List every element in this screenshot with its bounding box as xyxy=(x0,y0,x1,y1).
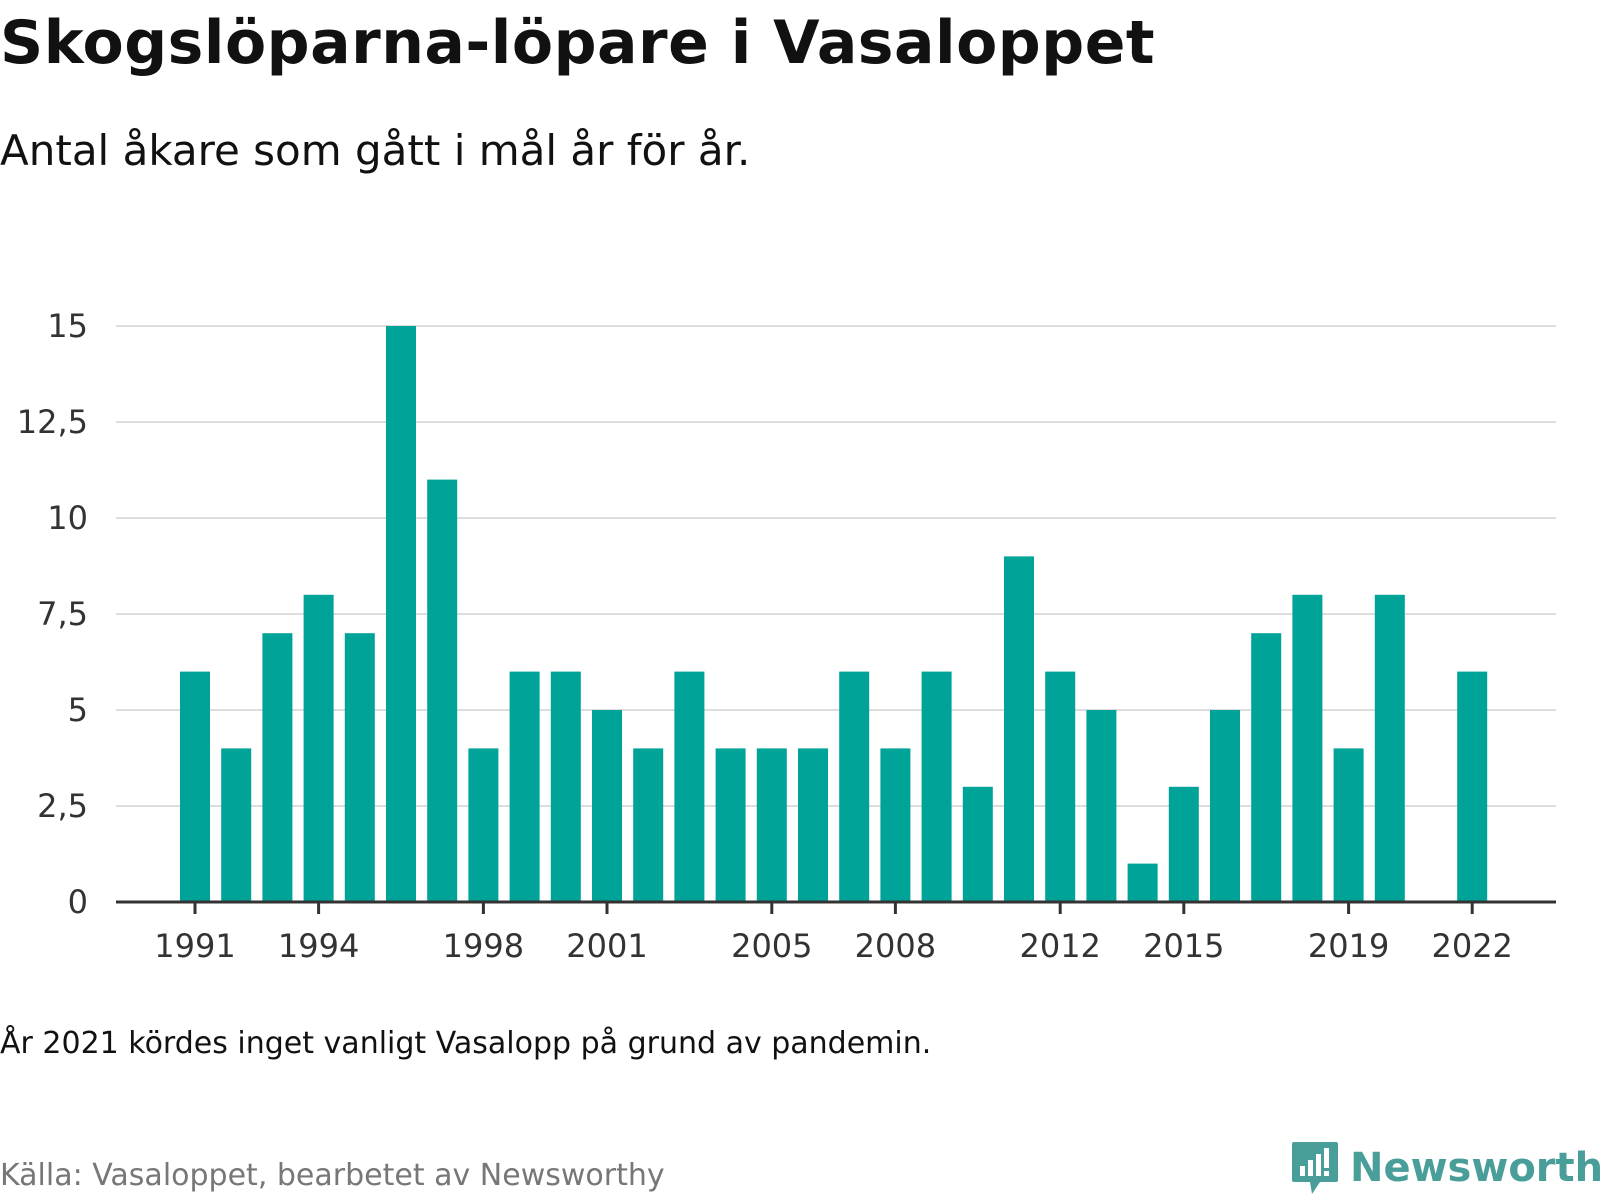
bar-1997 xyxy=(427,479,458,902)
bar-2012 xyxy=(1045,671,1076,902)
bar-1993 xyxy=(262,633,293,902)
x-tick-label: 2019 xyxy=(1308,927,1389,965)
bar-2001 xyxy=(592,710,622,902)
bar-1994 xyxy=(303,594,334,902)
bar-2013 xyxy=(1086,710,1117,902)
footnote: År 2021 kördes inget vanligt Vasalopp på… xyxy=(0,1026,932,1061)
x-tick-label: 1994 xyxy=(278,927,359,965)
x-tick-label: 2005 xyxy=(731,927,812,965)
x-tick-label: 2015 xyxy=(1143,927,1224,965)
x-tick-label: 1991 xyxy=(154,927,235,965)
x-axis-ticks: 1991 1994 1998 2001 2005 2008 2012 2015 2019 2022 xyxy=(154,902,1513,965)
x-tick-label: 2012 xyxy=(1019,927,1100,965)
y-tick-label: 12,5 xyxy=(17,403,88,441)
chart-title: Skogslöparna-löpare i Vasaloppet xyxy=(0,8,1156,78)
bar-2010 xyxy=(962,786,993,902)
newsworthy-logo-text: Newsworthy xyxy=(1350,1145,1600,1191)
bar-2009 xyxy=(921,671,952,902)
y-tick-label: 15 xyxy=(47,307,88,345)
chart-subtitle: Antal åkare som gått i mål år för år. xyxy=(0,126,751,175)
bar-2022 xyxy=(1457,671,1488,902)
bar-1998 xyxy=(468,748,499,902)
newsworthy-logo: Newsworthy xyxy=(1290,1140,1600,1196)
bar-2020 xyxy=(1374,594,1405,902)
y-tick-label: 7,5 xyxy=(37,595,88,633)
bar-1991 xyxy=(180,671,210,902)
bar-2011 xyxy=(1004,556,1034,902)
bar-chart: 0 2,5 5 7,5 10 12,5 15 1991 1994 1998 2001 2005 200… xyxy=(17,307,1556,965)
bar-2006 xyxy=(798,748,828,902)
bar-2008 xyxy=(880,748,911,902)
bar-2016 xyxy=(1210,710,1240,902)
x-tick-label: 2001 xyxy=(566,927,647,965)
x-tick-label: 2022 xyxy=(1431,927,1512,965)
bar-2002 xyxy=(633,748,664,902)
x-tick-label: 1998 xyxy=(443,927,524,965)
bar-2007 xyxy=(839,671,870,902)
y-tick-label: 10 xyxy=(47,499,88,537)
newsworthy-logo-icon xyxy=(1292,1142,1338,1194)
x-tick-label: 2008 xyxy=(855,927,936,965)
source-text: Källa: Vasaloppet, bearbetet av Newswort… xyxy=(0,1158,665,1193)
bar-2004 xyxy=(715,748,746,902)
bar-1995 xyxy=(344,633,375,902)
bar-2005 xyxy=(756,748,787,902)
y-tick-label: 0 xyxy=(68,883,88,921)
bar-1996 xyxy=(386,326,416,902)
bar-2017 xyxy=(1251,633,1282,902)
bar-2000 xyxy=(550,671,581,902)
y-axis-tick-labels: 0 2,5 5 7,5 10 12,5 15 xyxy=(17,307,88,921)
bars xyxy=(180,326,1488,902)
bar-2018 xyxy=(1292,594,1323,902)
bar-2015 xyxy=(1168,786,1199,902)
bar-2019 xyxy=(1333,748,1364,902)
bar-1992 xyxy=(221,748,252,902)
bar-2003 xyxy=(674,671,705,902)
y-tick-label: 2,5 xyxy=(37,787,88,825)
bar-2014 xyxy=(1127,863,1158,902)
bar-1999 xyxy=(509,671,540,902)
y-tick-label: 5 xyxy=(68,691,88,729)
